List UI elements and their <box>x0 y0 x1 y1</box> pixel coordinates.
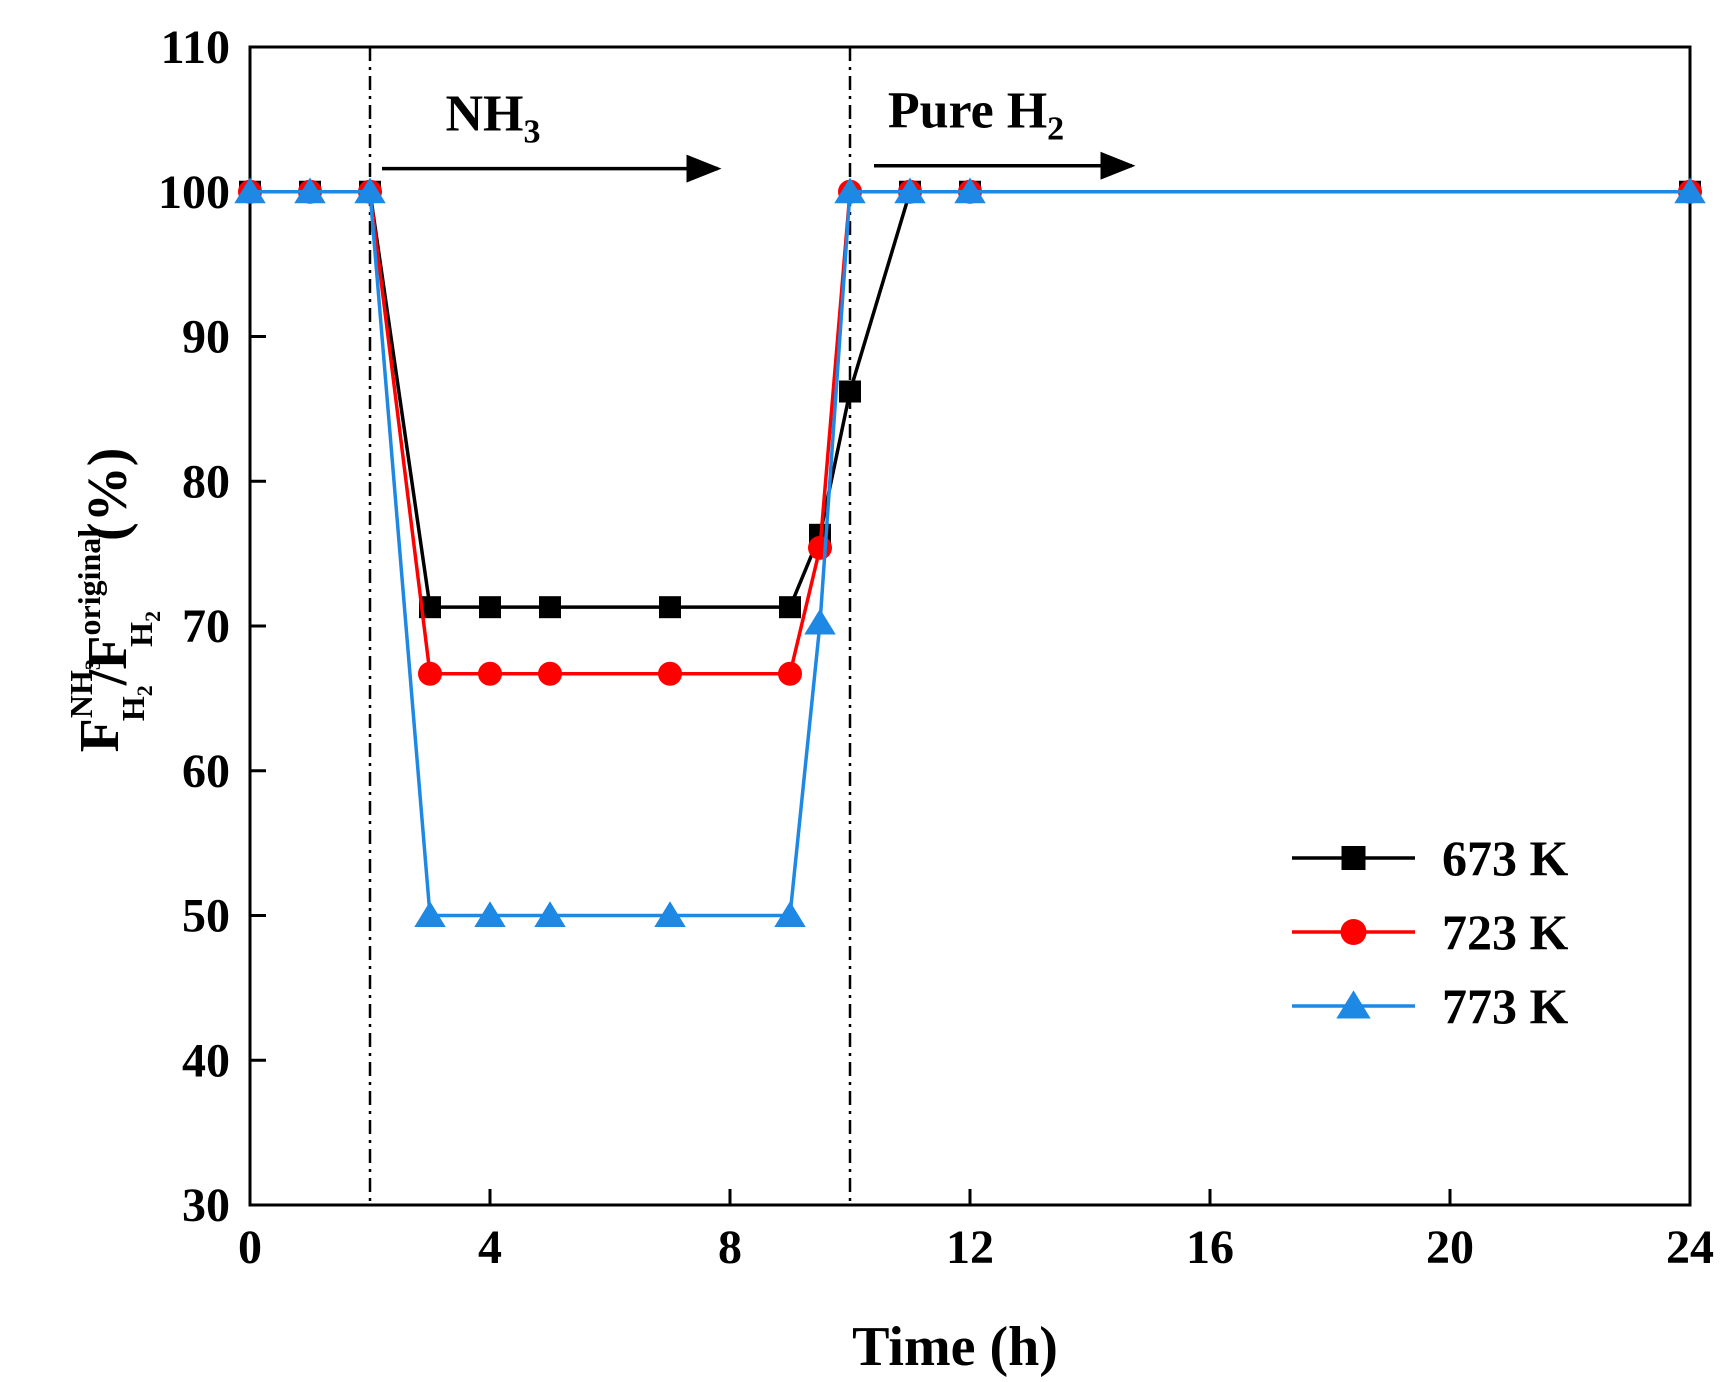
data-point <box>658 661 682 686</box>
x-tick-label: 16 <box>1186 1221 1234 1274</box>
data-point <box>954 177 986 204</box>
legend: 673 K 723 K 773 K <box>1292 830 1569 1034</box>
y-tick-label: 30 <box>182 1179 230 1232</box>
y-tick-label: 80 <box>182 455 230 508</box>
y-tick-label: 100 <box>158 166 230 219</box>
series-723-k <box>238 179 1702 686</box>
x-tick-label: 12 <box>946 1221 994 1274</box>
data-point <box>654 901 686 927</box>
data-point <box>474 901 506 927</box>
y-tick-label: 70 <box>182 600 230 653</box>
legend-marker <box>1341 846 1366 870</box>
y-tick-label: 50 <box>182 890 230 943</box>
annotation-label: Pure H2 <box>888 83 1064 148</box>
data-point <box>894 177 926 204</box>
y-axis-title: FNH3H2/Foriginal H2(%) <box>63 448 165 753</box>
data-point <box>354 177 386 204</box>
data-point <box>414 901 446 927</box>
data-point <box>659 596 681 619</box>
y-tick-label: 110 <box>161 21 230 74</box>
x-tick-label: 0 <box>238 1221 262 1274</box>
data-point <box>418 661 442 686</box>
data-point <box>839 380 861 403</box>
y-tick-label: 90 <box>182 311 230 364</box>
data-point <box>294 177 326 204</box>
series-line <box>250 190 1690 918</box>
series-line <box>250 190 1690 609</box>
data-point <box>779 596 801 619</box>
data-point <box>834 177 866 204</box>
legend-label: 723 K <box>1442 904 1569 960</box>
data-point <box>479 596 501 619</box>
data-point <box>419 596 441 619</box>
data-point <box>478 661 502 686</box>
x-axis-title: Time (h) <box>852 1316 1058 1378</box>
legend-label: 773 K <box>1442 978 1569 1034</box>
legend-marker <box>1340 919 1367 945</box>
data-point <box>804 608 836 635</box>
x-tick-label: 20 <box>1426 1221 1474 1274</box>
x-tick-label: 24 <box>1666 1221 1714 1274</box>
data-point <box>234 177 266 204</box>
series-line <box>250 190 1690 676</box>
x-tick-label: 4 <box>478 1221 502 1274</box>
data-point <box>538 661 562 686</box>
series-673-k <box>239 180 1701 619</box>
legend-marker <box>1336 990 1371 1019</box>
data-point <box>808 535 832 560</box>
y-tick-label: 60 <box>182 745 230 798</box>
data-point <box>534 901 566 927</box>
x-tick-label: 8 <box>718 1221 742 1274</box>
y-tick-label: 40 <box>182 1034 230 1087</box>
legend-label: 673 K <box>1442 830 1569 886</box>
annotation-label: NH3 <box>446 86 541 151</box>
data-point <box>774 901 806 927</box>
data-point <box>539 596 561 619</box>
data-point <box>778 661 802 686</box>
data-point <box>1674 177 1706 204</box>
series-773-k <box>234 177 1706 927</box>
